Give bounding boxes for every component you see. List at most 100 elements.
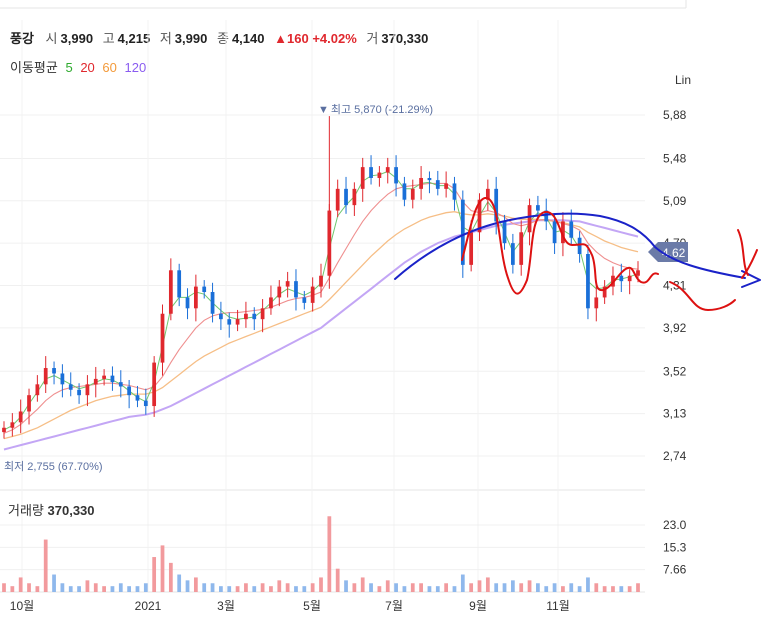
volume-tick-label: 23.0 [663,518,687,532]
volume-bar [77,586,81,592]
volume-bars [2,516,640,592]
candle-body [269,297,273,309]
candle-body [619,275,624,282]
candle-body [636,270,640,276]
volume-bar [369,583,373,592]
ma-legend-120[interactable]: 120 [124,60,147,75]
volume-bar [168,562,173,592]
hand-drawn-annotations [394,197,761,311]
ma-legend-20[interactable]: 20 [80,60,95,75]
low-value: 3,990 [174,31,208,46]
volume-bar [52,574,56,592]
candle-body [510,243,515,265]
volume-bar [335,568,340,592]
candle-body [519,232,524,265]
volume-bar [561,586,565,592]
candle-body [219,313,223,320]
volume-tick-label: 15.3 [663,540,687,554]
candle-body [77,389,81,396]
volume-bar [510,580,515,592]
candle-body [143,400,148,407]
price-tick-label: 3,52 [663,364,687,378]
candle-body [277,286,282,298]
ma-legend-60[interactable]: 60 [102,60,117,75]
red-extension-line [669,281,736,311]
candle-body [18,411,23,423]
volume-bar [494,583,499,592]
volume-bar [294,586,298,592]
volume-bar [627,586,632,592]
ma-legend-5[interactable]: 5 [65,60,73,75]
candle-body [394,167,398,184]
candle-body [43,368,48,385]
candle-body [502,221,507,244]
close-value: 4,140 [231,31,265,46]
blue-trend-arc [394,212,746,280]
candle-body [427,177,432,181]
volume-bar [202,583,207,592]
volume-bar [2,583,6,592]
volume-bar [636,583,640,592]
volume-bar [160,545,165,592]
candle-body [385,167,390,173]
volume-bar [352,583,357,592]
volume-bar [35,586,40,592]
stock-quote-header: 풍강 시 3,990 고 4,215 저 3,990 종 4,140 ▲160 +4.0… [10,28,434,47]
volume-bar [110,586,115,592]
volume-label: 거 [366,31,379,46]
volume-bar [277,580,282,592]
candle-body [494,188,499,222]
volume-bar [402,586,407,592]
volume-bar [68,586,73,592]
volume-bar [519,583,524,592]
volume-bar [235,586,240,592]
volume-bar [344,580,348,592]
volume-bar [227,586,232,592]
date-tick-label: 5월 [303,599,321,613]
volume-bar [210,583,215,592]
volume-axis: 23.0 15.3 7.66 [663,518,687,577]
candle-body [160,313,165,363]
volume-bar [544,586,549,592]
candle-body [602,286,607,298]
high-marker-icon: ▼ [318,104,329,116]
candle-body [352,188,357,206]
volume-bar [285,583,290,592]
volume-bar [611,586,615,592]
candle-body [444,183,449,189]
volume-bar [394,583,398,592]
axis-corner-label: Lin [675,73,691,87]
candle-body [118,382,123,387]
volume-bar [152,557,157,592]
date-tick-label: 9월 [469,599,487,613]
candle-body [544,210,549,222]
price-tick-label: 5,48 [663,151,687,165]
candlesticks [2,116,640,439]
volume-bar [435,586,440,592]
change-arrow-icon: ▲ [274,31,287,46]
volume-panel-value: 370,330 [47,503,95,518]
volume-bar [135,586,140,592]
candle-body [102,375,106,379]
volume-bar [536,583,540,592]
high-value: 4,215 [117,31,151,46]
candle-body [294,281,298,298]
low-annotation: 최저 2,755 (67.70%) [4,460,103,473]
price-tick-label: 2,74 [663,449,687,463]
candle-body [594,297,599,309]
volume-panel-title: 거래량 [8,503,44,518]
date-tick-label: 3월 [217,599,235,613]
candle-body [127,386,132,396]
volume-bar [469,583,474,592]
candle-body [377,172,382,178]
volume-bar [594,583,599,592]
candle-body [202,286,207,293]
candle-body [210,292,215,314]
volume-bar [127,586,132,592]
candle-body [60,373,65,385]
candle-body [252,313,257,320]
volume-bar [310,583,315,592]
candle-body [561,221,565,244]
volume-bar [260,583,265,592]
